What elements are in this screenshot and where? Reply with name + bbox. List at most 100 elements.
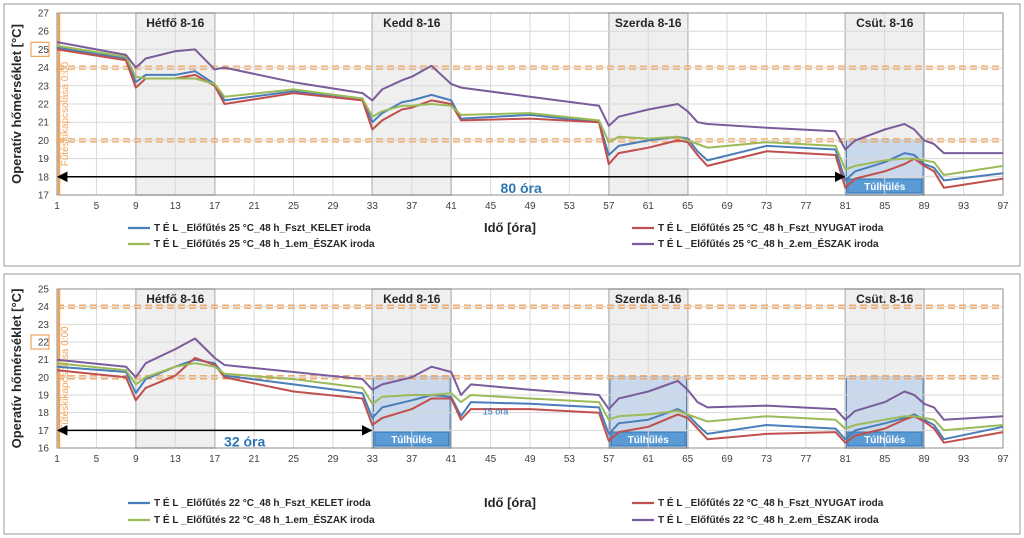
series-line <box>56 358 1004 441</box>
x-tick-label: 69 <box>722 454 734 465</box>
x-tick-label: 9 <box>133 454 139 465</box>
y-tick-label: 17 <box>38 191 50 202</box>
y-tick-label: 17 <box>38 426 50 437</box>
x-tick-label: 69 <box>722 201 734 212</box>
y-tick-label: 19 <box>38 154 50 165</box>
x-tick-label: 25 <box>288 454 300 465</box>
y-axis-title: Operatív hőmérséklet [°C] <box>9 289 24 449</box>
y-tick-label: 21 <box>38 355 50 366</box>
legend-entry: T É L _Előfűtés 25 °C_48 h_1.em_ÉSZAK ir… <box>154 237 375 250</box>
x-tick-label: 61 <box>643 201 655 212</box>
legend-entry: T É L _Előfűtés 25 °C_48 h_Fszt_NYUGAT i… <box>658 221 884 234</box>
x-axis-title: Idő [óra] <box>484 220 536 235</box>
x-tick-label: 5 <box>94 454 100 465</box>
x-tick-label: 1 <box>54 201 60 212</box>
y-tick-label: 22 <box>38 100 50 111</box>
x-tick-label: 33 <box>367 454 379 465</box>
x-tick-label: 29 <box>327 454 339 465</box>
x-tick-label: 9 <box>133 201 139 212</box>
y-tick-label: 18 <box>38 408 50 419</box>
duration-label: 80 óra <box>501 180 542 196</box>
x-axis-title: Idő [óra] <box>484 495 536 510</box>
x-tick-label: 77 <box>800 201 812 212</box>
x-tick-label: 53 <box>564 201 576 212</box>
y-tick-label: 26 <box>38 27 50 38</box>
legend-entry: T É L _Előfűtés 22 °C_48 h_1.em_ÉSZAK ir… <box>154 513 375 526</box>
x-tick-label: 81 <box>840 201 852 212</box>
y-tick-label: 18 <box>38 172 50 183</box>
x-tick-label: 41 <box>446 454 458 465</box>
day-label: Szerda 8-16 <box>615 292 682 306</box>
x-tick-label: 25 <box>288 201 300 212</box>
x-tick-label: 53 <box>564 454 576 465</box>
series-line <box>56 337 1004 421</box>
day-label: Hétfő 8-16 <box>146 16 204 30</box>
y-tick-label: 20 <box>38 136 50 147</box>
heating-off-note: Fűtéskikapcsolása 0:00 <box>60 326 71 431</box>
y-tick-label: 19 <box>38 391 50 402</box>
x-tick-label: 81 <box>840 454 852 465</box>
x-tick-label: 45 <box>485 454 497 465</box>
y-tick-label: 20 <box>38 373 50 384</box>
highlighted-tick-box <box>30 334 50 350</box>
heating-off-note: Fűtéskikapcsolása 0:00 <box>60 61 71 166</box>
day-label: Kedd 8-16 <box>383 292 441 306</box>
y-tick-label: 21 <box>38 118 50 129</box>
x-tick-label: 89 <box>919 201 931 212</box>
x-tick-label: 97 <box>997 201 1009 212</box>
x-tick-label: 77 <box>800 454 812 465</box>
y-tick-label: 25 <box>38 285 50 296</box>
x-tick-label: 37 <box>406 201 418 212</box>
x-tick-label: 21 <box>249 201 261 212</box>
plot-border <box>56 288 1004 449</box>
x-tick-label: 49 <box>524 454 536 465</box>
x-tick-label: 73 <box>761 201 773 212</box>
y-tick-label: 23 <box>38 320 50 331</box>
x-tick-label: 61 <box>643 454 655 465</box>
small-note: 15 óra <box>483 406 509 416</box>
highlighted-tick-box <box>30 41 50 58</box>
x-tick-label: 89 <box>919 454 931 465</box>
y-tick-label: 16 <box>38 444 50 455</box>
plot-border <box>56 12 1004 196</box>
day-label: Hétfő 8-16 <box>146 292 204 306</box>
x-tick-label: 13 <box>170 201 182 212</box>
x-tick-label: 17 <box>209 201 221 212</box>
x-tick-label: 49 <box>524 201 536 212</box>
legend-entry: T É L _Előfűtés 22 °C_48 h_Fszt_KELET ir… <box>154 496 371 509</box>
x-tick-label: 33 <box>367 201 379 212</box>
duration-label: 32 óra <box>224 433 265 449</box>
y-tick-label: 24 <box>38 302 50 313</box>
x-tick-label: 1 <box>54 454 60 465</box>
x-tick-label: 65 <box>682 454 694 465</box>
x-tick-label: 57 <box>603 201 615 212</box>
series-line <box>56 356 1004 444</box>
x-tick-label: 65 <box>682 201 694 212</box>
legend-entry: T É L _Előfűtés 22 °C_48 h_2.em_ÉSZAK ir… <box>658 513 879 526</box>
x-tick-label: 13 <box>170 454 182 465</box>
x-tick-label: 21 <box>249 454 261 465</box>
day-label: Csüt. 8-16 <box>856 16 914 30</box>
day-label: Csüt. 8-16 <box>856 292 914 306</box>
x-tick-label: 57 <box>603 454 615 465</box>
day-label: Szerda 8-16 <box>615 16 682 30</box>
x-tick-label: 97 <box>997 454 1009 465</box>
x-tick-label: 29 <box>327 201 339 212</box>
day-label: Kedd 8-16 <box>383 16 441 30</box>
y-axis-title: Operatív hőmérséklet [°C] <box>9 24 24 184</box>
x-tick-label: 93 <box>958 454 970 465</box>
series-line <box>56 41 1003 155</box>
y-tick-label: 24 <box>38 63 50 74</box>
x-tick-label: 85 <box>879 201 891 212</box>
legend-entry: T É L _Előfűtés 25 °C_48 h_2.em_ÉSZAK ir… <box>658 237 879 250</box>
legend-entry: T É L _Előfűtés 25 °C_48 h_Fszt_KELET ir… <box>154 221 371 234</box>
y-tick-label: 27 <box>38 9 50 20</box>
y-tick-label: 25 <box>38 45 50 56</box>
x-tick-label: 93 <box>958 201 970 212</box>
x-tick-label: 37 <box>406 454 418 465</box>
x-tick-label: 73 <box>761 454 773 465</box>
series-line <box>56 44 1004 176</box>
